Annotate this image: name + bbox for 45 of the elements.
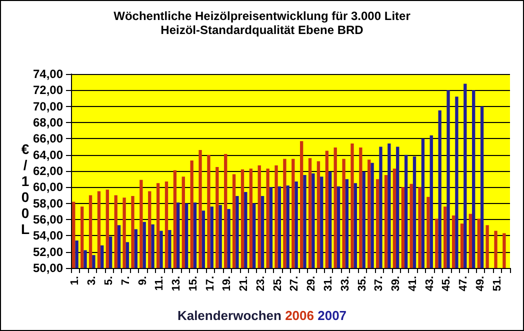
x-tick-label: 49.: [474, 276, 486, 292]
x-tick-label: 15.: [187, 276, 200, 292]
x-tick-label: 25.: [272, 276, 284, 292]
text: 2007: [318, 308, 347, 323]
y-tick-label: 56,00: [32, 212, 64, 226]
x-tick-label: 51.: [491, 276, 504, 292]
x-tick-label: 41.: [406, 276, 419, 292]
y-tick-label: 60,00: [32, 180, 64, 194]
y-tick-label: 70,00: [32, 99, 64, 114]
y-tick-label: 64,00: [32, 148, 64, 162]
x-tick-label: 47.: [458, 276, 470, 292]
x-tick-label: 1.: [69, 276, 82, 286]
y-tick-label: 72,00: [32, 83, 64, 98]
y-tick-label: 68,00: [32, 116, 64, 130]
x-tick-label: 35.: [356, 276, 368, 292]
y-tick-label: 74,00: [32, 67, 64, 81]
x-tick-label: 9.: [136, 276, 149, 286]
x-tick-label: 45.: [440, 276, 453, 292]
x-tick-label: 13.: [170, 276, 183, 292]
x-tick-label: 33.: [339, 276, 352, 292]
x-tick-label: 3.: [86, 276, 98, 286]
y-axis-title: €/100L: [20, 141, 30, 237]
x-tick-label: 11.: [154, 276, 166, 291]
x-tick-label: 29.: [306, 276, 318, 292]
x-tick-label: 37.: [373, 276, 386, 292]
x-tick-label: 27.: [288, 276, 301, 292]
y-tick-label: 66,00: [32, 132, 64, 146]
text: 2006: [285, 308, 314, 323]
y-tick-label: 50,00: [32, 261, 64, 275]
x-tick-label: 31.: [322, 276, 334, 292]
x-tick-label: 19.: [221, 276, 234, 292]
x-axis-title: Kalenderwochen: [177, 308, 286, 323]
chart-subtitle: Heizöl-Standardqualität Ebene BRD: [160, 23, 364, 37]
y-tick-label: 54,00: [32, 228, 64, 243]
y-tick-label: 52,00: [32, 244, 64, 259]
x-tick-label: 23.: [254, 276, 267, 292]
chart-title: Wöchentliche Heizölpreisentwicklung für 3.000 Liter: [114, 9, 411, 23]
x-tick-label: 21.: [238, 276, 250, 292]
x-tick-label: 5.: [102, 276, 115, 286]
x-tick-label: 43.: [424, 276, 436, 292]
y-tick-label: 62,00: [32, 164, 64, 178]
x-tick-label: 39.: [390, 276, 402, 292]
x-tick-label: 7.: [120, 276, 132, 286]
y-tick-label: 58,00: [32, 196, 64, 210]
x-tick-label: 17.: [204, 276, 216, 292]
